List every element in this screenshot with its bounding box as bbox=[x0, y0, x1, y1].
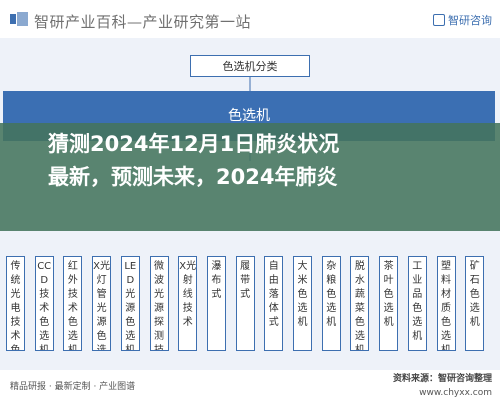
category-node: 脱水蔬菜色选机 bbox=[350, 256, 370, 351]
page-footer: 精品研报 · 最新定制 · 产业图谱 资料来源：智研咨询整理 www.chyxx… bbox=[0, 370, 500, 402]
category-node: 微波光源探测技术 bbox=[149, 256, 169, 351]
category-node: 大米色选机 bbox=[293, 256, 312, 351]
brand-name: 智研咨询 bbox=[448, 14, 492, 27]
page-title: 智研产业百科—产业研究第一站 bbox=[34, 13, 252, 31]
brand-logo: 智研咨询 bbox=[433, 12, 492, 28]
category-node: 茶叶色选机 bbox=[379, 256, 399, 351]
overlay-headline: 猜测2024年12月1日肺炎状况 最新，预测未来，2024年肺炎 bbox=[48, 128, 488, 194]
category-node: 塑料材质色选机 bbox=[436, 256, 456, 351]
source-url: www.chyxx.com bbox=[419, 388, 492, 398]
category-node: 传统光电技术色选机 bbox=[6, 256, 25, 351]
category-node: 矿石色选机 bbox=[465, 256, 485, 351]
category-node: X光射线技术 bbox=[178, 256, 198, 351]
root-node: 色选机分类 bbox=[190, 55, 310, 77]
category-node: 履带式 bbox=[235, 256, 255, 351]
category-node: 工业品色选机 bbox=[407, 256, 427, 351]
category-node: 红外技术色选机 bbox=[63, 256, 83, 351]
overlay-line-1: 猜测2024年12月1日肺炎状况 bbox=[48, 132, 340, 156]
footer-links: 精品研报 · 最新定制 · 产业图谱 bbox=[10, 382, 136, 392]
category-node: 杂粮色选机 bbox=[321, 256, 341, 351]
source-note: 资料来源：智研咨询整理 bbox=[392, 374, 492, 384]
logo-icon bbox=[10, 12, 28, 26]
overlay-line-2: 最新，预测未来，2024年肺炎 bbox=[48, 165, 338, 189]
category-node: 自由落体式 bbox=[264, 256, 284, 351]
brand-icon bbox=[433, 14, 445, 26]
footer-source: 资料来源：智研咨询整理 www.chyxx.com bbox=[393, 372, 492, 400]
category-node: 瀑布式 bbox=[206, 256, 226, 351]
category-node: LED光源色选机 bbox=[120, 256, 140, 351]
page-header: 智研产业百科—产业研究第一站 智研咨询 bbox=[0, 0, 500, 38]
category-node: X光灯管光源色选机 bbox=[92, 256, 112, 351]
overlay-band bbox=[0, 123, 500, 231]
category-node: CCD技术色选机 bbox=[34, 256, 54, 351]
